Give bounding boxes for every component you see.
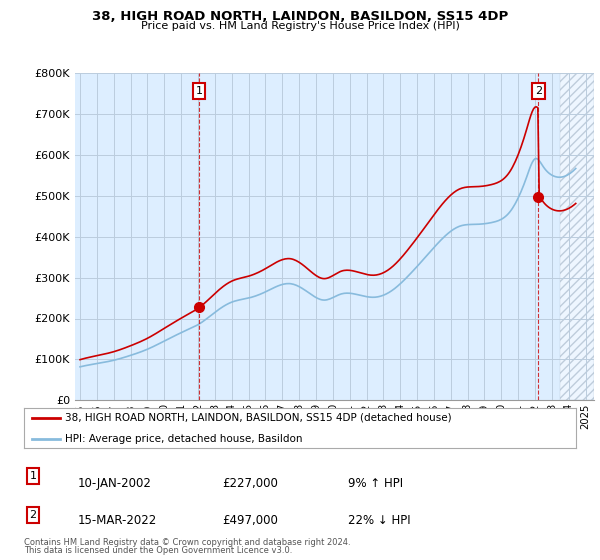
Text: 22% ↓ HPI: 22% ↓ HPI (348, 514, 410, 528)
Text: HPI: Average price, detached house, Basildon: HPI: Average price, detached house, Basi… (65, 434, 303, 444)
Text: 38, HIGH ROAD NORTH, LAINDON, BASILDON, SS15 4DP: 38, HIGH ROAD NORTH, LAINDON, BASILDON, … (92, 10, 508, 23)
Text: Contains HM Land Registry data © Crown copyright and database right 2024.: Contains HM Land Registry data © Crown c… (24, 538, 350, 547)
Text: Price paid vs. HM Land Registry's House Price Index (HPI): Price paid vs. HM Land Registry's House … (140, 21, 460, 31)
Bar (560, 73, 594, 400)
Text: This data is licensed under the Open Government Licence v3.0.: This data is licensed under the Open Gov… (24, 546, 292, 555)
Text: 2: 2 (535, 86, 542, 96)
Text: 2: 2 (29, 510, 37, 520)
Bar (560, 73, 594, 400)
Text: 10-JAN-2002: 10-JAN-2002 (78, 477, 152, 490)
Text: 9% ↑ HPI: 9% ↑ HPI (348, 477, 403, 490)
Text: 38, HIGH ROAD NORTH, LAINDON, BASILDON, SS15 4DP (detached house): 38, HIGH ROAD NORTH, LAINDON, BASILDON, … (65, 413, 452, 423)
Text: 15-MAR-2022: 15-MAR-2022 (78, 514, 157, 528)
Text: £497,000: £497,000 (222, 514, 278, 528)
Text: 1: 1 (29, 471, 37, 481)
Text: £227,000: £227,000 (222, 477, 278, 490)
Text: 1: 1 (196, 86, 202, 96)
